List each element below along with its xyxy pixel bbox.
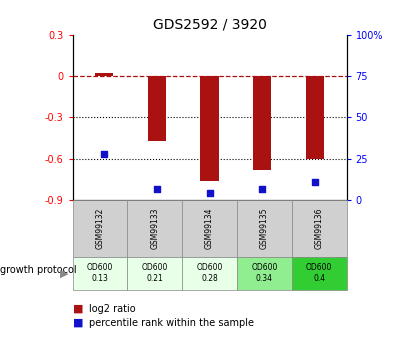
Text: growth protocol: growth protocol (0, 265, 77, 275)
Text: OD600
0.34: OD600 0.34 (251, 263, 278, 284)
Point (154, 186, 160, 191)
Text: OD600
0.28: OD600 0.28 (196, 263, 223, 284)
Text: ■: ■ (73, 304, 83, 314)
Text: GSM99132: GSM99132 (96, 208, 104, 249)
Bar (95, 73, 113, 76)
Text: GSM99134: GSM99134 (205, 208, 214, 249)
Text: OD600
0.13: OD600 0.13 (87, 263, 113, 284)
Text: percentile rank within the sample: percentile rank within the sample (89, 318, 253, 327)
Text: GSM99133: GSM99133 (150, 208, 159, 249)
Title: GDS2592 / 3920: GDS2592 / 3920 (153, 18, 266, 32)
Text: ▶: ▶ (60, 268, 69, 278)
Point (101, 151, 107, 157)
Point (206, 191, 213, 196)
Point (259, 186, 266, 191)
Text: GSM99135: GSM99135 (260, 208, 269, 249)
Point (312, 179, 318, 185)
Text: ■: ■ (73, 318, 83, 327)
Bar (200, 76, 219, 181)
Text: GSM99136: GSM99136 (315, 208, 324, 249)
Text: OD600
0.4: OD600 0.4 (306, 263, 332, 284)
Bar (253, 76, 272, 170)
Bar (306, 76, 324, 159)
Bar (147, 76, 166, 141)
Text: log2 ratio: log2 ratio (89, 304, 135, 314)
Text: OD600
0.21: OD600 0.21 (141, 263, 168, 284)
